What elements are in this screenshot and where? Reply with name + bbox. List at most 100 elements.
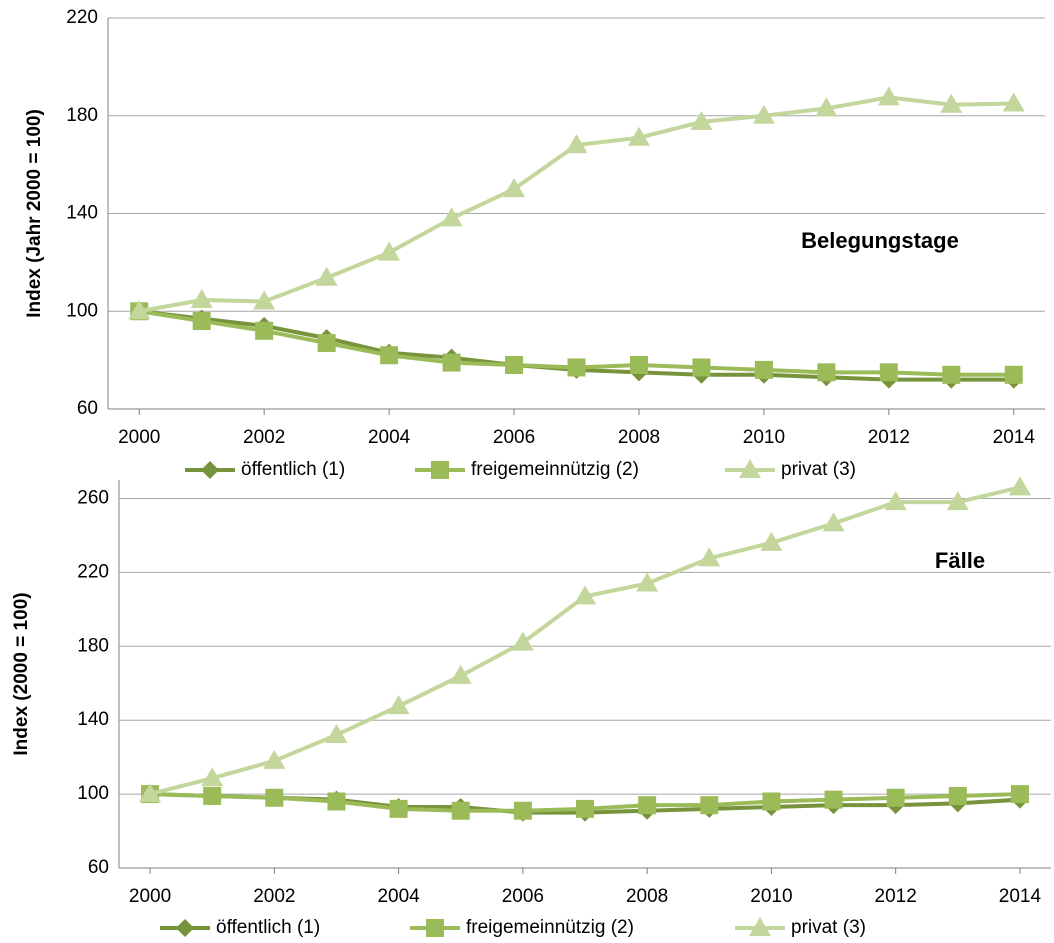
data-point — [442, 353, 461, 372]
data-point — [449, 664, 472, 684]
data-point — [824, 790, 843, 809]
data-point — [692, 358, 711, 377]
data-point — [505, 356, 524, 375]
data-point — [576, 799, 594, 818]
x-tick-label: 2010 — [743, 427, 785, 448]
data-point — [327, 792, 346, 811]
data-point — [253, 290, 276, 310]
data-point — [946, 491, 969, 511]
data-point — [1010, 785, 1029, 804]
y-tick-label: 60 — [88, 857, 109, 878]
data-point — [139, 783, 162, 803]
data-point — [822, 512, 845, 532]
x-tick-label: 2002 — [253, 886, 295, 907]
data-point — [203, 786, 222, 805]
data-point — [627, 126, 650, 146]
legend-marker — [739, 459, 761, 478]
data-point — [265, 788, 284, 807]
data-point — [513, 801, 532, 820]
x-tick-label: 2006 — [502, 886, 544, 907]
data-point — [451, 801, 470, 820]
y-axis-label: Index (Jahr 2000 = 100) — [24, 109, 45, 318]
data-point — [389, 799, 408, 818]
data-point — [387, 695, 410, 715]
data-point — [948, 786, 967, 805]
legend-label: privat (3) — [781, 459, 856, 480]
x-tick-label: 2012 — [868, 427, 910, 448]
data-point — [317, 334, 336, 353]
data-point — [503, 178, 526, 198]
data-point — [1008, 476, 1031, 496]
data-point — [815, 97, 838, 117]
x-tick-label: 2004 — [377, 886, 420, 907]
legend-label: öffentlich (1) — [216, 917, 320, 938]
legend-marker — [749, 917, 771, 936]
data-point — [263, 749, 286, 769]
legend-marker — [201, 461, 219, 479]
y-axis-label: Index (2000 = 100) — [11, 592, 32, 755]
annotation: Belegungstage — [801, 228, 959, 253]
legend-label: freigemeinnützig (2) — [466, 917, 634, 938]
x-tick-label: 2004 — [368, 427, 411, 448]
y-tick-label: 180 — [77, 635, 109, 656]
data-point — [629, 356, 648, 375]
data-point — [698, 547, 721, 567]
data-point — [325, 723, 348, 743]
data-point — [636, 572, 659, 592]
y-tick-label: 220 — [66, 7, 98, 28]
y-tick-label: 140 — [66, 203, 98, 224]
data-point — [940, 93, 963, 113]
data-point — [700, 796, 719, 815]
legend-marker — [176, 919, 194, 937]
data-point — [255, 321, 274, 340]
data-point — [565, 134, 588, 154]
data-point — [192, 312, 211, 331]
data-point — [1004, 365, 1023, 384]
legend-label: öffentlich (1) — [241, 459, 345, 480]
y-tick-label: 260 — [77, 487, 109, 508]
data-point — [567, 358, 586, 377]
y-tick-label: 220 — [77, 561, 109, 582]
series-line — [138, 95, 1014, 314]
data-point — [638, 796, 657, 815]
legend-label: privat (3) — [791, 917, 866, 938]
data-point — [886, 788, 905, 807]
x-tick-label: 2014 — [993, 427, 1036, 448]
y-tick-label: 180 — [66, 105, 98, 126]
series-line — [149, 485, 1021, 797]
data-point — [879, 363, 898, 382]
data-point — [440, 207, 463, 227]
data-point — [690, 110, 713, 130]
x-tick-label: 2010 — [750, 886, 792, 907]
data-point — [1002, 92, 1025, 112]
x-tick-label: 2014 — [999, 886, 1042, 907]
data-point — [201, 767, 224, 787]
data-point — [760, 531, 783, 551]
data-point — [574, 585, 596, 605]
x-tick-label: 2000 — [129, 886, 171, 907]
x-tick-label: 2006 — [493, 427, 535, 448]
y-tick-label: 100 — [77, 783, 109, 804]
data-point — [817, 363, 836, 382]
data-point — [380, 346, 399, 365]
legend-marker — [431, 461, 449, 479]
data-point — [877, 86, 900, 106]
data-point — [190, 289, 213, 309]
data-point — [942, 365, 961, 384]
x-tick-label: 2008 — [626, 886, 668, 907]
annotation: Fälle — [935, 548, 985, 573]
y-tick-label: 100 — [66, 300, 98, 321]
data-point — [752, 104, 775, 124]
data-point — [315, 266, 338, 286]
data-point — [511, 631, 534, 651]
legend-label: freigemeinnützig (2) — [471, 459, 639, 480]
x-tick-label: 2012 — [875, 886, 917, 907]
y-tick-label: 60 — [77, 398, 98, 419]
x-tick-label: 2000 — [118, 427, 160, 448]
legend-marker — [426, 919, 444, 937]
x-tick-label: 2008 — [618, 427, 660, 448]
data-point — [884, 491, 907, 511]
data-point — [128, 300, 151, 320]
data-point — [378, 241, 401, 261]
